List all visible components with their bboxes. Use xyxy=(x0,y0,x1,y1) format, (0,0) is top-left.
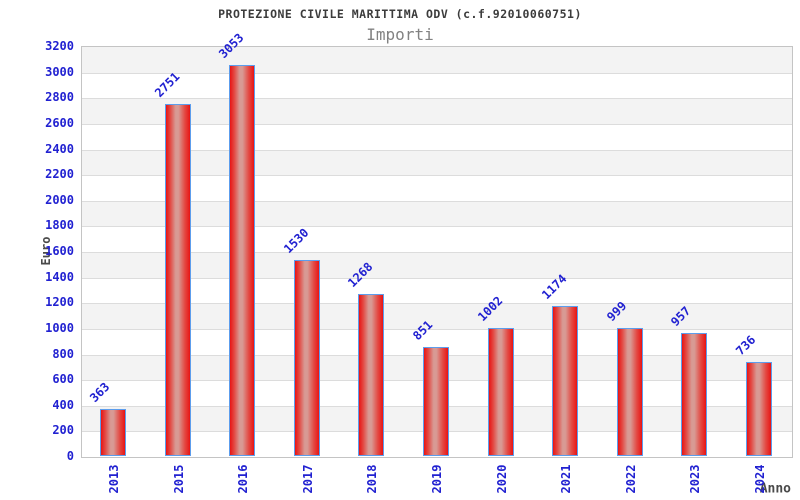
y-tick-label: 2800 xyxy=(45,90,74,105)
bar xyxy=(100,409,127,456)
y-tick-label: 2200 xyxy=(45,167,74,182)
bar xyxy=(745,361,772,456)
x-tick-label: 2024 xyxy=(752,464,767,494)
y-tick-label: 600 xyxy=(52,372,74,387)
bar xyxy=(423,346,449,456)
x-tick-label: 2016 xyxy=(236,464,251,494)
gridline xyxy=(82,149,792,151)
y-tick-label: 3000 xyxy=(45,64,74,79)
bar xyxy=(681,333,708,456)
grid-band xyxy=(82,47,792,73)
grid-band xyxy=(82,277,792,304)
bar xyxy=(164,103,191,456)
grid-band xyxy=(82,226,792,252)
bar xyxy=(487,327,514,456)
x-tick-label: 2021 xyxy=(559,464,574,494)
x-tick-label: 2015 xyxy=(171,464,186,494)
gridline xyxy=(82,123,792,125)
chart-subtitle: Importi xyxy=(366,25,434,44)
y-tick-label: 0 xyxy=(66,449,74,463)
gridline xyxy=(82,252,792,253)
grid-band xyxy=(82,72,792,99)
grid-band xyxy=(82,200,792,227)
grid-band xyxy=(82,303,792,329)
y-tick-label: 1400 xyxy=(45,269,74,284)
grid-band xyxy=(82,149,792,176)
y-tick-label: 1200 xyxy=(45,295,74,310)
bar xyxy=(358,293,385,456)
y-tick-label: 200 xyxy=(52,423,74,438)
bar xyxy=(229,64,256,456)
chart-title: PROTEZIONE CIVILE MARITTIMA ODV (c.f.920… xyxy=(218,7,582,21)
y-tick-label: 2400 xyxy=(45,141,74,156)
y-tick-label: 2000 xyxy=(45,192,74,207)
grid-band xyxy=(82,98,792,124)
gridline xyxy=(82,303,792,305)
gridline xyxy=(82,175,792,177)
y-tick-label: 3200 xyxy=(45,39,74,53)
y-tick-label: 2600 xyxy=(45,115,74,130)
x-tick-label: 2017 xyxy=(300,464,315,494)
gridline xyxy=(82,277,792,279)
gridline xyxy=(82,72,792,74)
gridline xyxy=(82,200,792,202)
y-tick-label: 800 xyxy=(52,346,74,361)
bar xyxy=(616,328,643,456)
x-tick-label: 2013 xyxy=(107,464,122,494)
x-tick-label: 2023 xyxy=(688,464,703,494)
y-tick-label: 400 xyxy=(52,397,74,412)
gridline xyxy=(82,328,792,330)
y-tick-label: 1000 xyxy=(45,320,74,335)
y-tick-label: 1600 xyxy=(45,244,74,258)
grid-band xyxy=(82,123,792,150)
x-tick-label: 2019 xyxy=(430,464,444,494)
y-tick-label: 1800 xyxy=(45,218,74,233)
plot-area xyxy=(81,46,793,458)
x-tick-label: 2018 xyxy=(365,464,380,494)
x-tick-label: 2020 xyxy=(494,464,509,494)
grid-band xyxy=(82,252,792,278)
bar xyxy=(552,305,579,456)
gridline xyxy=(82,98,792,100)
gridline xyxy=(82,226,792,228)
x-axis-title: Anno xyxy=(759,481,791,497)
x-tick-label: 2022 xyxy=(623,464,638,494)
bar xyxy=(293,259,320,456)
grid-band xyxy=(82,175,792,201)
